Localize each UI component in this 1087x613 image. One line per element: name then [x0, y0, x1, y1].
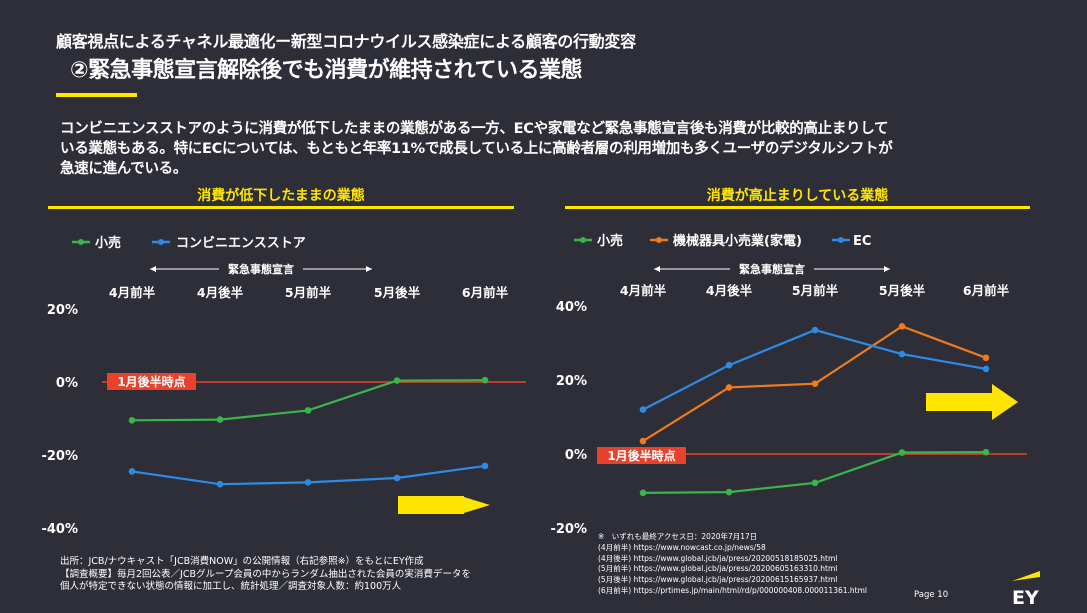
- left-data-point: [304, 479, 312, 486]
- left-data-point: [304, 407, 312, 414]
- reference-footnote-line: (6月前半) https://prtimes.jp/main/html/rd/p…: [598, 585, 867, 595]
- left-y-tick-label: 20%: [47, 303, 78, 318]
- right-data-point: [725, 361, 733, 369]
- left-category-label: 5月後半: [374, 285, 421, 300]
- left-data-point: [481, 462, 489, 470]
- ey-logo-beam: [1012, 571, 1040, 581]
- right-legend-label: 機械器具小売業(家電): [673, 233, 802, 249]
- right-data-point: [811, 479, 819, 487]
- left-data-point: [393, 377, 401, 384]
- right-series-line: [642, 451, 987, 494]
- right-reference-label-bg: [597, 447, 686, 464]
- left-data-point: [216, 480, 224, 488]
- left-data-point: [128, 417, 136, 424]
- right-emergency-span-label: 緊急事態宣言: [739, 262, 805, 276]
- left-reference-label-bg: [107, 373, 196, 390]
- source-footnote-line: 個人が特定できない状態の情報に加工し、統計処理／調査対象人数：約100万人: [60, 581, 402, 592]
- left-category-label: 5月前半: [285, 285, 332, 300]
- right-trend-arrow: [926, 384, 1018, 420]
- left-chart-title-rule: [48, 206, 514, 209]
- right-data-point: [898, 449, 906, 456]
- left-data-point: [216, 416, 224, 423]
- right-category-label: 4月後半: [706, 283, 753, 298]
- right-chart-title: 消費が高止まりしている業態: [706, 188, 889, 204]
- left-legend-marker: [78, 239, 84, 245]
- left-emergency-span-label-bg: [219, 261, 303, 276]
- left-emergency-span-arrowhead: [366, 266, 372, 272]
- left-reference-label: 1月後半時点: [117, 374, 185, 389]
- left-data-point: [481, 376, 489, 384]
- right-data-point: [982, 354, 990, 362]
- source-footnote-line: 出所：JCB/ナウキャスト「JCB消費NOW」の公開情報（右記参照※）をもとにE…: [60, 556, 424, 567]
- right-y-tick-label: 0%: [565, 448, 587, 463]
- left-legend-label: 小売: [95, 235, 121, 251]
- source-footnote-line: 【調査概要】毎月2回公表／JCBグループ会員の中からランダム抽出された会員の実消…: [60, 568, 471, 580]
- reference-footnote: ※ いずれも最終アクセス日：2020年7月17日 (4月前半) https://…: [598, 532, 867, 597]
- right-legend-marker: [656, 237, 662, 243]
- right-data-point: [639, 489, 647, 497]
- left-legend-marker: [158, 239, 164, 245]
- ey-logo-text: EY: [1012, 587, 1039, 608]
- right-legend-marker: [838, 237, 844, 243]
- summary-line: 急速に進んでいる。: [60, 161, 188, 177]
- summary-line: いる業態もある。特にECについては、もともと年率11%で成長している上に高齢者層…: [60, 141, 893, 157]
- right-legend-label: 小売: [597, 233, 623, 249]
- left-category-label: 4月前半: [109, 285, 156, 300]
- right-data-point: [639, 437, 647, 445]
- left-legend-label: コンビニエンスストア: [176, 235, 306, 251]
- right-chart-title-rule: [565, 206, 1030, 209]
- right-legend-marker: [580, 237, 586, 243]
- left-chart-title: 消費が低下したままの業態: [197, 188, 365, 204]
- page-number: Page 10: [914, 590, 949, 600]
- left-y-tick-label: -40%: [41, 522, 78, 537]
- right-data-point: [982, 448, 990, 456]
- right-data-point: [811, 326, 819, 334]
- left-data-point: [128, 468, 136, 475]
- reference-footnote-line: ※ いずれも最終アクセス日：2020年7月17日: [598, 532, 758, 541]
- title-underline: [56, 93, 137, 97]
- right-data-point: [898, 350, 906, 358]
- summary-line: コンビニエンスストアのように消費が低下したままの業態がある一方、ECや家電など緊…: [60, 121, 889, 137]
- right-data-point: [725, 488, 733, 496]
- right-y-tick-label: 20%: [556, 374, 587, 389]
- right-data-point: [811, 380, 819, 388]
- left-trend-arrow: [398, 496, 490, 514]
- right-data-point: [898, 323, 906, 330]
- left-category-label: 6月前半: [462, 285, 509, 300]
- right-data-point: [639, 406, 647, 413]
- right-emergency-span-label-bg: [730, 261, 814, 276]
- left-emergency-span-label: 緊急事態宣言: [228, 262, 294, 276]
- right-category-label: 6月前半: [963, 283, 1010, 298]
- reference-footnote-line: (4月前半) https://www.nowcast.co.jp/news/58: [598, 542, 766, 552]
- source-footnote: 出所：JCB/ナウキャスト「JCB消費NOW」の公開情報（右記参照※）をもとにE…: [60, 556, 471, 594]
- right-legend-label: EC: [853, 234, 871, 249]
- right-y-tick-label: -20%: [550, 522, 587, 537]
- reference-footnote-line: (5月後半) https://www.global.jcb/ja/press/2…: [598, 575, 838, 585]
- right-y-tick-label: 40%: [556, 300, 587, 315]
- section-title: 顧客視点によるチャネル最適化ー新型コロナウイルス感染症による顧客の行動変容: [56, 32, 636, 51]
- page-title: ②緊急事態宣言解除後でも消費が維持されている業態: [70, 58, 582, 83]
- left-emergency-span-arrowhead: [150, 266, 156, 272]
- right-emergency-span-arrowhead: [884, 266, 890, 272]
- right-category-label: 4月前半: [620, 283, 667, 298]
- left-y-tick-label: 0%: [56, 376, 78, 391]
- summary-text: コンビニエンスストアのように消費が低下したままの業態がある一方、ECや家電など緊…: [60, 119, 1050, 179]
- right-category-label: 5月前半: [792, 283, 839, 298]
- left-y-tick-label: -20%: [41, 449, 78, 464]
- right-reference-label: 1月後半時点: [607, 448, 675, 463]
- ey-logo: EY: [1012, 571, 1040, 608]
- right-data-point: [725, 384, 733, 391]
- reference-footnote-line: (5月前半) https://www.global.jcb/ja/press/2…: [598, 564, 838, 574]
- left-data-point: [393, 474, 401, 482]
- right-emergency-span-arrowhead: [654, 266, 660, 272]
- left-category-label: 4月後半: [197, 285, 244, 300]
- right-data-point: [982, 365, 990, 373]
- right-category-label: 5月後半: [879, 283, 926, 298]
- reference-footnote-line: (4月後半) https://www.global.jcb/ja/press/2…: [598, 553, 838, 563]
